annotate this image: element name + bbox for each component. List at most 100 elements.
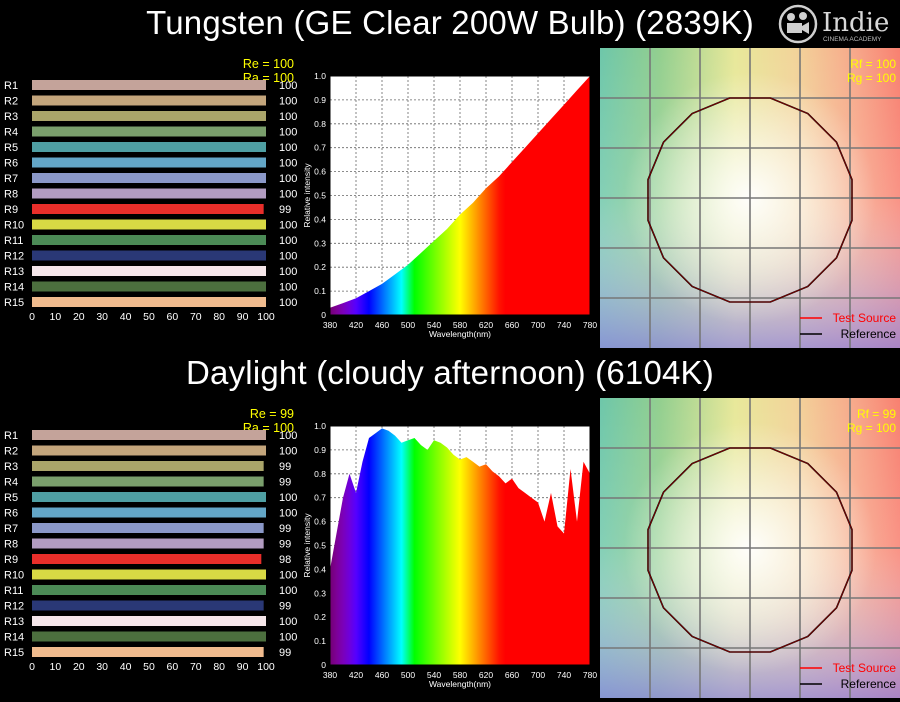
cri-value-label: 99: [279, 601, 291, 613]
cri-category-label: R4: [4, 127, 18, 139]
cri-bar: [32, 111, 266, 121]
cri-value-label: 100: [279, 235, 297, 247]
cri-value-label: 99: [279, 461, 291, 473]
cri-bar: [32, 219, 266, 230]
spd-x-tick-label: 780: [583, 320, 597, 330]
spd-y-tick-label: 0.8: [314, 469, 326, 479]
chart-title-daylight: Daylight (cloudy afternoon) (6104K): [186, 354, 714, 391]
spd-curve: [330, 76, 590, 315]
cri-x-tick-label: 10: [50, 311, 62, 323]
spd-y-tick-label: 0.8: [314, 119, 326, 129]
spd-y-tick-label: 0.6: [314, 167, 326, 177]
cri-value-label: 100: [279, 220, 297, 232]
cri-x-tick-label: 100: [257, 311, 275, 323]
spd-y-tick-label: 0.4: [314, 564, 326, 574]
gamut-legend-label: Test Source: [833, 661, 897, 675]
cri-bar: [32, 538, 264, 549]
cri-bar: [32, 80, 266, 90]
cri-bar: [32, 461, 264, 471]
cri-category-label: R11: [4, 585, 23, 597]
spd-y-tick-label: 0.1: [314, 636, 326, 646]
spd-x-tick-label: 620: [479, 320, 493, 330]
cri-bar: [32, 95, 266, 106]
cri-category-label: R10: [4, 220, 24, 232]
cri-category-label: R2: [4, 446, 18, 458]
cri-category-label: R3: [4, 111, 18, 123]
cri-bar: [32, 126, 266, 137]
cri-value-label: 100: [279, 173, 297, 185]
spd-x-tick-label: 460: [375, 320, 389, 330]
cri-category-label: R13: [4, 616, 24, 628]
spd-x-axis-label: Wavelength(nm): [429, 329, 491, 339]
cri-x-tick-label: 80: [213, 661, 225, 673]
spd-x-tick-label: 660: [505, 320, 519, 330]
spd-y-tick-label: 0.4: [314, 214, 326, 224]
logo-name: Indie: [822, 8, 889, 38]
cri-bar: [32, 235, 266, 245]
cri-bar: [32, 157, 266, 168]
spd-x-tick-label: 700: [531, 320, 545, 330]
cri-category-label: R1: [4, 430, 18, 442]
spd-x-tick-label: 460: [375, 670, 389, 680]
cri-x-tick-label: 100: [257, 661, 275, 673]
cri-value-label: 100: [279, 80, 297, 92]
cri-value-label: 99: [279, 204, 291, 216]
cri-category-label: R14: [4, 632, 24, 644]
spd-y-tick-label: 0.3: [314, 588, 326, 598]
cri-x-tick-label: 20: [73, 661, 85, 673]
cri-value-label: 100: [279, 492, 297, 504]
spd-x-tick-label: 500: [401, 320, 415, 330]
cri-value-label: 100: [279, 251, 297, 263]
cri-value-label: 100: [279, 297, 297, 309]
spd-x-tick-label: 420: [349, 670, 363, 680]
cri-category-label: R11: [4, 235, 23, 247]
cri-value-label: 99: [279, 523, 291, 535]
cri-bar: [32, 297, 266, 307]
spd-y-tick-label: 0.9: [314, 445, 326, 455]
spd-x-tick-label: 740: [557, 320, 571, 330]
logo-subtitle: CINEMA ACADEMY: [823, 36, 882, 43]
spd-x-tick-label: 580: [453, 320, 467, 330]
cri-bar: [32, 492, 266, 502]
cri-category-label: R4: [4, 477, 18, 489]
spd-y-tick-label: 0.7: [314, 143, 326, 153]
spd-chart-daylight: 380 420 460 500 540 580 620 660 700 740 780 0 0.1 0.2…: [302, 421, 597, 689]
spd-y-tick-label: 1.0: [314, 71, 326, 81]
spd-y-tick-label: 0.1: [314, 286, 326, 296]
spd-y-tick-label: 0.5: [314, 191, 326, 201]
cri-category-label: R10: [4, 570, 24, 582]
cri-bar: [32, 507, 266, 518]
spd-x-tick-label: 540: [427, 670, 441, 680]
cri-bar: [32, 266, 266, 276]
cri-category-label: R15: [4, 647, 24, 659]
cri-bar: [32, 281, 266, 292]
cri-value-label: 99: [279, 477, 291, 489]
spd-y-tick-label: 0: [321, 660, 326, 670]
cri-category-label: R8: [4, 189, 18, 201]
cri-bar: [32, 173, 266, 183]
cri-index-label: Re = 99: [250, 407, 294, 421]
cri-category-label: R12: [4, 251, 24, 263]
indie-cinema-academy-logo: Indie CINEMA ACADEMY: [778, 4, 889, 44]
cri-bar: [32, 445, 266, 456]
cri-x-tick-label: 0: [29, 311, 35, 323]
gamut-index-label: Rf = 100: [850, 57, 896, 71]
cri-x-tick-label: 30: [96, 661, 108, 673]
spd-y-tick-label: 0.2: [314, 262, 326, 272]
cri-value-label: 100: [279, 282, 297, 294]
spd-y-tick-label: 0.3: [314, 238, 326, 248]
cri-value-label: 100: [279, 111, 297, 123]
cri-x-tick-label: 0: [29, 661, 35, 673]
spd-x-tick-label: 780: [583, 670, 597, 680]
film-camera-icon: [778, 4, 818, 44]
gamut-index-label: Rg = 100: [847, 71, 896, 85]
gamut-index-label: Rf = 99: [857, 407, 896, 421]
cri-value-label: 100: [279, 508, 297, 520]
cri-x-tick-label: 10: [50, 661, 62, 673]
cri-bar: [32, 554, 262, 564]
cri-bar: [32, 476, 264, 487]
gamut-legend-label: Test Source: [833, 311, 897, 325]
